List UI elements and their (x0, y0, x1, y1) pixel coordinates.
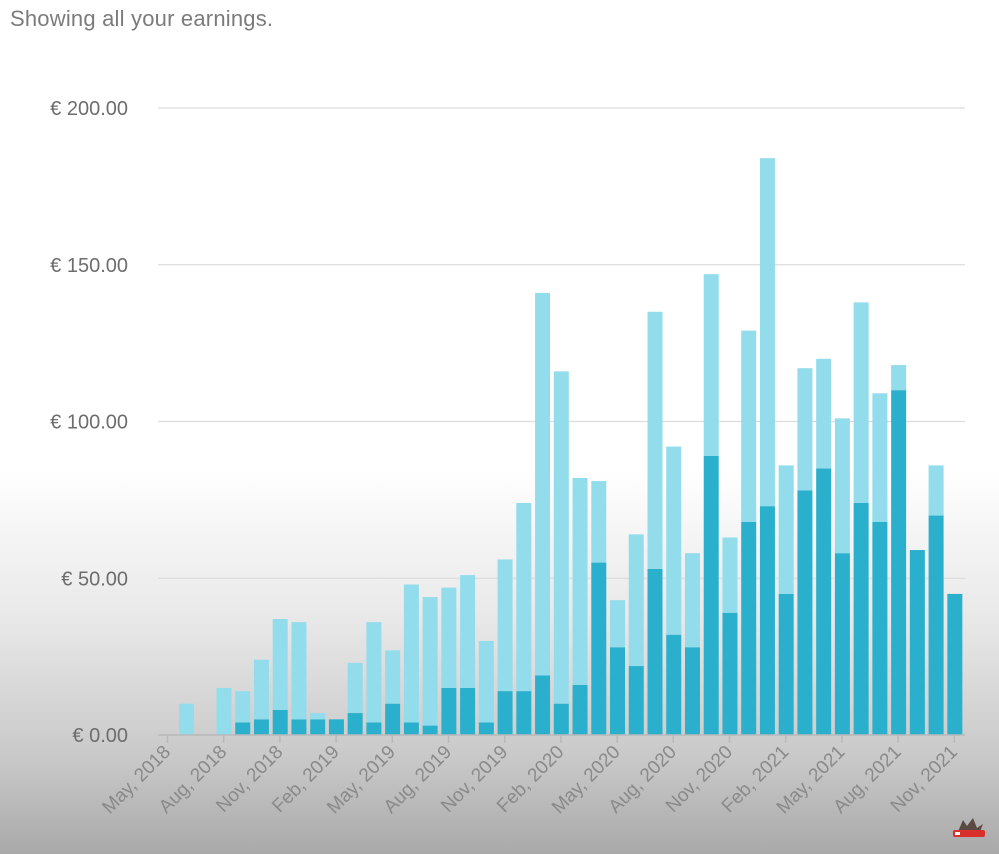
bar-segment-upper (235, 691, 251, 723)
bar-segment-lower (497, 691, 513, 735)
bar-segment-upper (684, 553, 700, 648)
bar-segment-upper (366, 622, 382, 723)
bar-segment-upper (460, 575, 476, 688)
y-tick-label: € 100.00 (50, 412, 128, 434)
bar-segment-upper (703, 274, 719, 456)
bar-segment-upper (610, 600, 626, 648)
bar-segment-lower (422, 725, 438, 735)
bar-segment-upper (872, 393, 888, 522)
bar-segment-lower (722, 612, 738, 735)
bar-segment-upper (385, 650, 401, 704)
bar-segment-lower (684, 647, 700, 735)
y-axis-ticks: € 0.00 € 50.00 € 100.00 € 150.00 € 200.00 (50, 98, 128, 747)
bar-segment-lower (272, 709, 288, 735)
bar-segment-upper (722, 537, 738, 613)
y-tick-label: € 150.00 (50, 255, 128, 277)
bar-segment-lower (385, 703, 401, 735)
bar-segment-lower (909, 550, 925, 735)
bar-segment-lower (816, 468, 832, 735)
bar-segment-lower (928, 515, 944, 735)
x-axis (158, 734, 965, 743)
bar-segment-upper (347, 662, 363, 714)
bar-segment-lower (853, 503, 869, 735)
bar-segment-lower (403, 722, 419, 735)
bar-segment-lower (553, 703, 569, 735)
bar-segment-upper (403, 584, 419, 723)
bar-segment-upper (666, 446, 682, 635)
bar-segment-lower (253, 719, 269, 735)
bar-segment-upper (591, 481, 607, 563)
bar-segment-lower (347, 713, 363, 735)
page-subtitle: Showing all your earnings. (10, 6, 274, 31)
bar-segment-lower (797, 490, 813, 735)
y-tick-label: € 200.00 (50, 98, 128, 120)
bar-segment-upper (422, 597, 438, 726)
bar-segment-upper (310, 713, 326, 720)
bar-segment-upper (553, 371, 569, 704)
bar-segment-upper (179, 703, 194, 735)
bar-segment-lower (535, 675, 551, 735)
y-tick-label: € 50.00 (61, 568, 128, 590)
y-tick-label: € 0.00 (72, 725, 128, 747)
bar-segment-lower (291, 719, 307, 735)
bar-segment-lower (872, 521, 888, 735)
bar-segment-lower (759, 506, 775, 735)
bar-segment-upper (797, 368, 813, 491)
bar-segment-upper (759, 158, 775, 507)
bar-segment-lower (460, 687, 476, 735)
bar-segment-lower (591, 562, 607, 735)
bar-segment-upper (741, 330, 757, 522)
bar-segment-upper (647, 311, 663, 569)
bar-segment-lower (703, 455, 719, 735)
bar-segment-upper (272, 619, 288, 710)
bar-segment-upper (891, 365, 907, 391)
bar-segment-lower (647, 568, 663, 735)
bar-segment-upper (816, 358, 832, 469)
bar-segment-lower (572, 684, 588, 735)
bar-segment-lower (778, 593, 794, 735)
bar-segment-lower (834, 553, 850, 735)
bar-segment-upper (572, 477, 588, 685)
bar-segment-upper (928, 465, 944, 516)
bar-segment-upper (834, 418, 850, 554)
bar-segment-upper (628, 534, 644, 667)
bars (179, 158, 963, 735)
bar-segment-lower (328, 719, 344, 735)
bar-segment-upper (216, 687, 232, 735)
bar-segment-lower (947, 593, 963, 735)
bar-segment-lower (741, 521, 757, 735)
channel-logo-icon (953, 818, 985, 837)
bar-segment-lower (610, 647, 626, 735)
bar-segment-upper (291, 622, 307, 720)
bar-segment-upper (778, 465, 794, 594)
bar-segment-upper (253, 659, 269, 720)
bar-segment-upper (853, 302, 869, 504)
bar-segment-lower (516, 691, 532, 735)
bar-segment-lower (235, 722, 251, 735)
bar-segment-lower (441, 687, 457, 735)
bar-segment-lower (310, 719, 326, 735)
bar-segment-upper (441, 587, 457, 688)
bar-segment-lower (666, 634, 682, 735)
bar-segment-upper (497, 559, 513, 692)
bar-segment-upper (516, 503, 532, 692)
bar-segment-lower (478, 722, 494, 735)
bar-segment-lower (366, 722, 382, 735)
bar-segment-lower (891, 390, 907, 735)
bar-segment-upper (478, 640, 494, 723)
bar-segment-lower (628, 666, 644, 735)
bar-segment-upper (535, 292, 551, 676)
